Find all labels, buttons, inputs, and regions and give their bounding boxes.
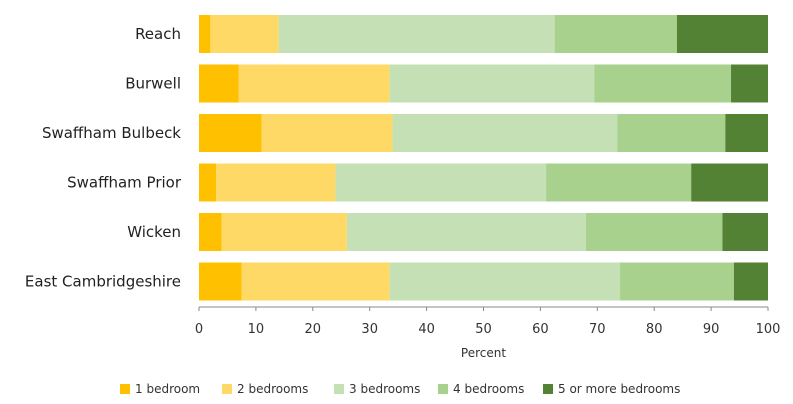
bars-layer	[199, 15, 768, 301]
bar-segment	[261, 114, 393, 152]
bar-segment	[617, 114, 726, 152]
bar-segment	[389, 64, 595, 103]
bar-segment	[731, 64, 768, 103]
bar-segment	[199, 114, 262, 152]
legend-item: 3 bedrooms	[334, 382, 420, 396]
legend-label: 4 bedrooms	[453, 382, 524, 396]
bar-segment	[585, 213, 723, 251]
category-label: Swaffham Prior	[67, 174, 182, 192]
x-tick-label: 0	[195, 322, 203, 337]
bar-segment	[199, 262, 242, 301]
bar-segment	[238, 64, 390, 103]
x-axis-title: Percent	[461, 346, 506, 360]
category-label: Swaffham Bulbeck	[42, 124, 181, 142]
legend-label: 1 bedroom	[135, 382, 200, 396]
legend-item: 4 bedrooms	[438, 382, 524, 396]
bar-segment	[221, 213, 347, 251]
category-label: East Cambridgeshire	[25, 273, 181, 291]
bar-segment	[335, 163, 547, 202]
bar-segment	[554, 15, 677, 53]
x-tick-label: 30	[361, 322, 378, 337]
bar-segment	[216, 163, 336, 202]
bar-segment	[346, 213, 586, 251]
x-tick-label: 60	[532, 322, 549, 337]
x-tick-label: 50	[475, 322, 492, 337]
bar-segment	[594, 64, 732, 103]
legend-swatch	[438, 384, 448, 394]
legend: 1 bedroom 2 bedrooms 3 bedrooms 4 bedrooms 5…	[120, 382, 680, 396]
legend-item: 2 bedrooms	[222, 382, 308, 396]
x-tick-label: 20	[305, 322, 322, 337]
x-tick-label: 80	[646, 322, 663, 337]
x-tick-label: 40	[418, 322, 435, 337]
bar-segment	[620, 262, 734, 301]
category-labels: Reach Burwell Swaffham Bulbeck Swaffham Pri…	[25, 25, 182, 291]
x-axis-ticks: 0 10 20 30 40 50 60 70 80 90 100	[195, 307, 781, 337]
category-label: Wicken	[127, 223, 181, 241]
legend-swatch	[222, 384, 232, 394]
bar-segment	[676, 15, 768, 53]
x-tick-label: 90	[703, 322, 720, 337]
bar-segment	[733, 262, 768, 301]
bar-segment	[199, 64, 239, 103]
legend-item: 1 bedroom	[120, 382, 200, 396]
legend-item: 5 or more bedrooms	[543, 382, 680, 396]
bar-segment	[210, 15, 279, 53]
legend-label: 5 or more bedrooms	[558, 382, 680, 396]
bar-segment	[725, 114, 768, 152]
x-tick-label: 70	[589, 322, 606, 337]
bar-segment	[199, 213, 222, 251]
legend-swatch	[543, 384, 553, 394]
bar-segment	[546, 163, 692, 202]
bar-segment	[278, 15, 555, 53]
bar-segment	[199, 163, 217, 202]
legend-label: 2 bedrooms	[237, 382, 308, 396]
bar-segment	[722, 213, 768, 251]
legend-swatch	[334, 384, 344, 394]
bar-segment	[199, 15, 211, 53]
bar-segment	[241, 262, 390, 301]
bar-segment	[392, 114, 618, 152]
category-label: Reach	[135, 25, 181, 43]
legend-swatch	[120, 384, 130, 394]
legend-label: 3 bedrooms	[349, 382, 420, 396]
x-tick-label: 100	[756, 322, 781, 337]
bar-segment	[389, 262, 621, 301]
bar-segment	[691, 163, 768, 202]
category-label: Burwell	[125, 75, 181, 93]
x-tick-label: 10	[248, 322, 265, 337]
